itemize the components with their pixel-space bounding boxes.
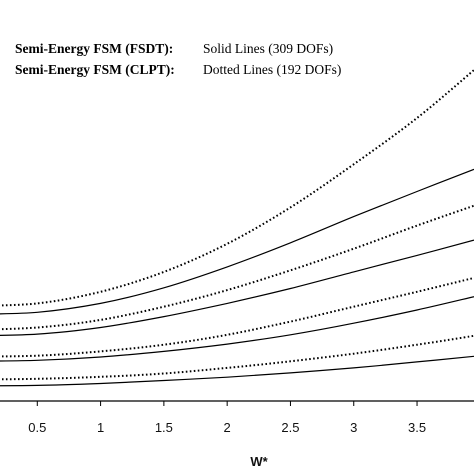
plot-lines (0, 69, 474, 387)
x-tick-label: 3.5 (408, 420, 426, 435)
x-tick-label: 1.5 (155, 420, 173, 435)
x-tick-label: 3 (350, 420, 357, 435)
legend-desc-clpt: Dotted Lines (192 DOFs) (203, 62, 342, 77)
series-line-1-dotted (0, 69, 474, 307)
legend-entry-clpt: Semi-Energy FSM (CLPT): Dotted Lines (192… (15, 62, 341, 78)
x-tick-label: 1 (97, 420, 104, 435)
x-axis: 0.5 1 1.5 2 2.5 3 3.5 (0, 400, 474, 435)
x-axis-title: W* (250, 454, 268, 469)
series-line-6-solid (0, 296, 474, 362)
series-line-4-solid (0, 239, 474, 336)
legend-method-clpt: Semi-Energy FSM (CLPT): (15, 62, 175, 77)
series-line-8-solid (0, 355, 474, 387)
series-line-3-dotted (0, 204, 474, 331)
legend-method-fsdt: Semi-Energy FSM (FSDT): (15, 41, 174, 56)
legend-entry-fsdt: Semi-Energy FSM (FSDT): Solid Lines (309 … (15, 41, 333, 57)
series-line-7-dotted (0, 334, 474, 381)
x-tick-label: 2.5 (281, 420, 299, 435)
legend-desc-fsdt: Solid Lines (309 DOFs) (203, 41, 334, 56)
series-line-5-dotted (0, 276, 474, 358)
series-line-2-solid (0, 168, 474, 315)
x-tick-label: 0.5 (28, 420, 46, 435)
x-tick-label: 2 (224, 420, 231, 435)
x-ticks: 0.5 1 1.5 2 2.5 3 3.5 (28, 401, 426, 435)
